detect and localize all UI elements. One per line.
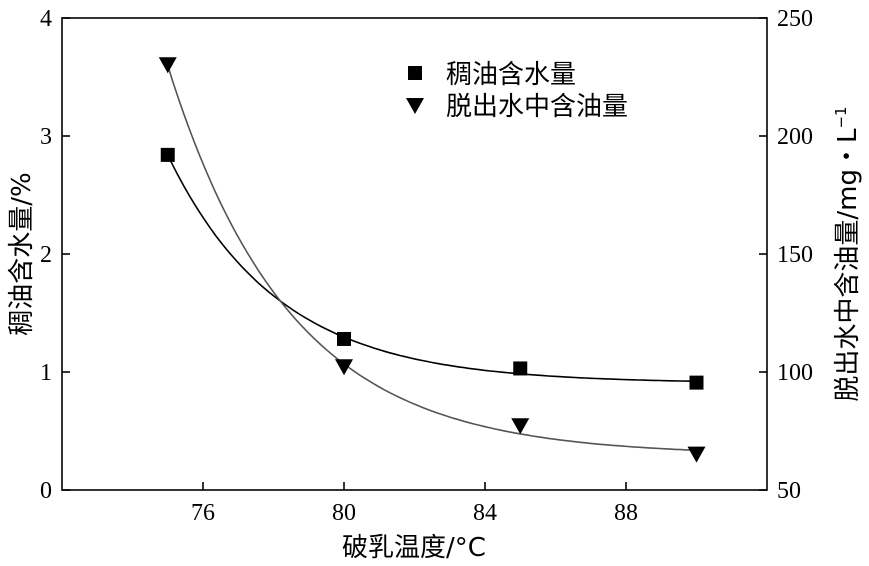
data-point-triangle [335,359,353,376]
x-axis-title: 破乳温度/°C [342,533,486,563]
legend-label-oil-content: 脱出水中含油量 [446,92,628,122]
data-points [158,57,706,463]
y-left-tick-label: 4 [40,6,52,32]
y-axis-right-title-main: 脱出水中含油量/mg・L [833,128,863,402]
data-point-square [689,375,704,390]
x-tick-label: 88 [614,500,638,526]
y-left-tick-label: 2 [40,242,52,268]
legend-square-marker [408,66,422,80]
x-tick-label: 76 [191,500,215,526]
y-right-tick-label: 50 [777,478,801,504]
y-right-tick-label: 200 [777,124,813,150]
data-point-square [160,147,175,162]
fit-curve-oil-content [167,65,697,452]
data-point-triangle [511,418,530,435]
legend: 稠油含水量 脱出水中含油量 [406,60,628,122]
data-point-triangle [687,446,706,463]
y-left-tick-label: 0 [40,478,52,504]
axis-ticks: 76 80 84 88 0 1 2 3 4 50 100 150 200 250 [40,6,813,526]
data-point-triangle [158,57,177,74]
data-point-square [513,361,528,376]
y-axis-right-title-sup: −1 [832,106,850,128]
y-left-tick-label: 1 [40,360,52,386]
plot-frame [61,17,768,491]
y-right-tick-label: 250 [777,6,813,32]
y-axis-left-title: 稠油含水量/% [7,172,37,335]
data-point-square [337,331,351,346]
y-right-tick-label: 100 [777,360,813,386]
y-axis-right-title: 脱出水中含油量/mg・L−1 [832,106,863,401]
x-tick-label: 84 [473,500,497,526]
y-right-tick-label: 150 [777,242,813,268]
legend-triangle-marker [406,98,424,114]
fit-curves [167,65,697,452]
legend-label-water-content: 稠油含水量 [446,60,576,90]
y-left-tick-label: 3 [40,124,52,150]
x-tick-label: 80 [332,500,356,526]
fit-curve-water-content [167,154,697,383]
